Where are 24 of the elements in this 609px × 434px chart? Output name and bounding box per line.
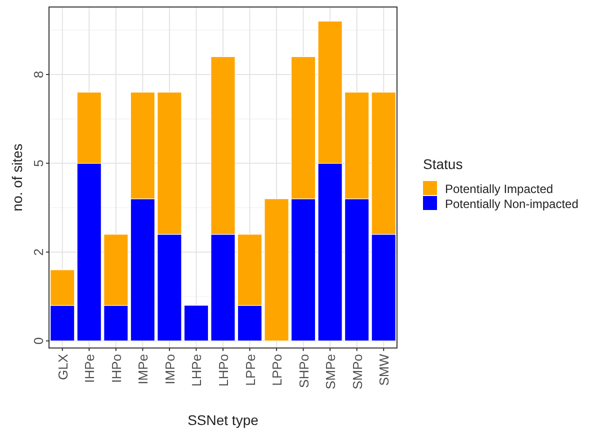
- x-tick-label: IHPo: [108, 354, 124, 383]
- x-tick-label: GLX: [55, 354, 70, 380]
- y-tick-label: 5: [31, 160, 46, 167]
- x-tick-label: LPPe: [242, 354, 258, 386]
- y-tick-label: 0: [31, 337, 46, 345]
- legend-label: Potentially Non-impacted: [445, 197, 578, 211]
- x-tick-label: LHPe: [189, 354, 204, 387]
- x-tick-label: LHPo: [216, 354, 231, 387]
- x-tick-label: SMPo: [350, 354, 365, 390]
- x-tick-label: IMPo: [162, 354, 178, 384]
- x-axis-title: SSNet type: [188, 412, 259, 428]
- legend-label: Potentially Impacted: [445, 182, 554, 196]
- legend-title: Status: [423, 156, 463, 172]
- x-tick-label: SHPo: [296, 354, 312, 388]
- y-tick-label: 2: [31, 248, 46, 256]
- x-tick-label: SMPe: [323, 354, 338, 390]
- y-tick-label: 8: [31, 70, 46, 78]
- y-axis-title: no. of sites: [9, 144, 25, 212]
- bar: [264, 198, 289, 342]
- x-tick-label: IHPe: [82, 354, 98, 383]
- x-tick-label: SMW: [376, 353, 392, 386]
- x-tick-label: IMPe: [136, 354, 151, 384]
- bar: [184, 305, 209, 342]
- x-tick-label: LPPo: [270, 354, 285, 386]
